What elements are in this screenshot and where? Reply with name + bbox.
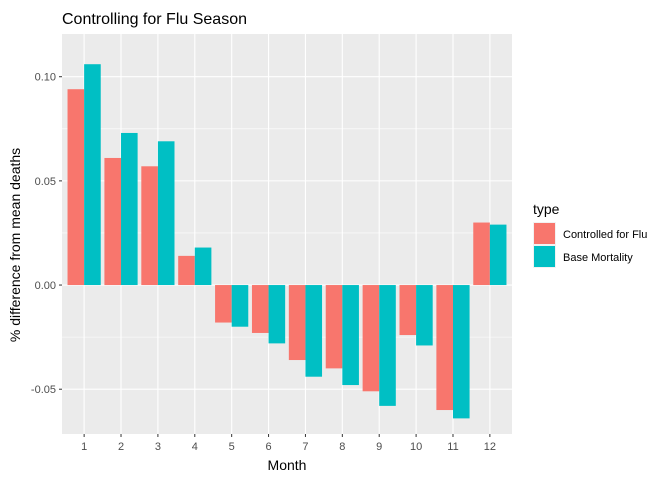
legend-label: Base Mortality [563,252,633,264]
bar [268,285,286,344]
bar [194,247,212,286]
bar [416,285,433,346]
x-tick-label: 9 [376,441,382,453]
bar [436,285,453,411]
y-axis-title: % difference from mean deaths [7,148,23,342]
bar [231,285,249,327]
x-tick-label: 2 [118,441,124,453]
y-tick-label: 0.00 [35,280,56,292]
y-tick-label: 0.10 [35,72,56,84]
bar [251,285,269,333]
x-tick-label: 11 [447,441,458,453]
bars-layer [67,64,507,419]
bar [215,285,232,323]
bar [452,285,470,419]
x-tick-label: 10 [410,441,422,453]
bar [325,285,343,369]
bar [157,141,175,286]
bar [178,255,195,286]
bar [67,89,85,286]
x-tick-label: 6 [265,441,271,453]
y-tick-label: -0.05 [31,384,56,396]
bar [362,285,380,392]
bar [121,132,138,286]
x-tick-label: 3 [155,441,161,453]
x-tick-label: 7 [302,441,308,453]
legend-label: Controlled for Flu [563,229,647,241]
bar [342,285,359,386]
bar [141,166,158,286]
x-tick-label: 5 [229,441,235,453]
bar [305,285,323,377]
x-tick-label: 12 [484,441,496,453]
legend-title: type [533,201,560,217]
legend-swatch [534,246,555,267]
chart-title: Controlling for Flu Season [62,11,247,28]
axis-layer: -0.050.000.050.101 2 3 4 5 6 7 8 9 10 11 12 [31,72,496,453]
bar [473,222,490,286]
bar [288,285,306,361]
x-axis-title: Month [268,457,307,473]
bar [84,64,101,286]
bar [399,285,417,336]
x-tick-label: 8 [339,441,345,453]
bar [379,285,396,406]
bar [104,157,122,286]
x-tick-label: 4 [192,441,198,453]
bar [489,224,507,286]
x-tick-label: 1 [81,441,87,453]
legend: type Controlled for Flu Base Mortality [533,201,647,268]
legend-swatch [534,223,555,244]
y-tick-label: 0.05 [35,176,56,188]
